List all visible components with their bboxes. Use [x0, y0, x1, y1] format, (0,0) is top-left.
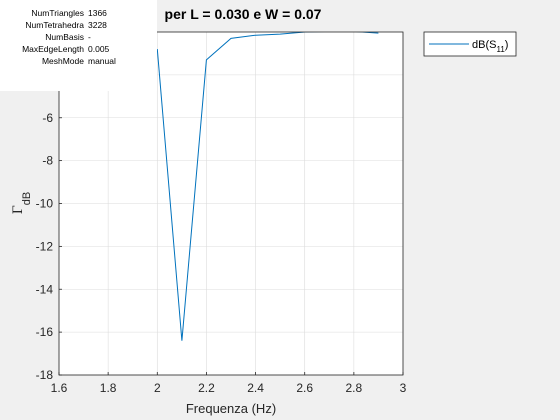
x-tick-label: 1.8: [100, 381, 117, 395]
mesh-info-row: NumTetrahedra 3228: [0, 19, 157, 31]
svg-text:ΓdB: ΓdB: [11, 192, 33, 215]
mesh-info-key: NumTetrahedra: [25, 20, 84, 30]
y-axis-label-main: Γ: [11, 205, 26, 214]
y-tick-label: -16: [36, 325, 54, 339]
x-tick-label: 2: [154, 381, 161, 395]
mesh-info-key: NumBasis: [45, 32, 84, 42]
mesh-info-row: MeshMode manual: [0, 55, 157, 67]
mesh-info-key: MeshMode: [41, 56, 84, 66]
x-tick-label: 2.8: [346, 381, 363, 395]
x-tick-label: 1.6: [51, 381, 68, 395]
mesh-info-value: 0.005: [88, 44, 110, 54]
mesh-info-key: NumTriangles: [31, 8, 84, 18]
axis-ticks: 1.61.822.22.42.62.83-18-16-14-12-10-8-6-…: [36, 68, 407, 395]
y-tick-label: -8: [42, 154, 53, 168]
mesh-info-value: 1366: [88, 8, 107, 18]
mesh-info-row: NumTriangles 1366: [0, 7, 157, 19]
chart-title: per L = 0.030 e W = 0.07: [165, 6, 322, 22]
series-line-s11: [156, 32, 379, 341]
mesh-info-value: -: [88, 32, 91, 42]
y-tick-label: -14: [36, 282, 54, 296]
mesh-info-row: NumBasis -: [0, 31, 157, 43]
y-axis-label: ΓdB: [11, 192, 33, 215]
mesh-info-key: MaxEdgeLength: [22, 44, 84, 54]
legend-entry-s11: dB(S11): [472, 39, 508, 54]
y-axis-label-sub: dB: [21, 192, 33, 205]
x-axis-label: Frequenza (Hz): [186, 401, 276, 416]
mesh-info-panel: NumTriangles 1366 NumTetrahedra 3228 Num…: [0, 0, 157, 91]
y-tick-label: -6: [42, 111, 53, 125]
x-tick-label: 2.2: [198, 381, 215, 395]
y-tick-label: -12: [36, 239, 54, 253]
x-tick-label: 3: [400, 381, 407, 395]
x-tick-label: 2.4: [247, 381, 264, 395]
y-tick-label: -18: [36, 368, 54, 382]
mesh-info-value: manual: [88, 56, 116, 66]
legend: dB(S11): [423, 31, 517, 57]
mesh-info-row: MaxEdgeLength 0.005: [0, 43, 157, 55]
mesh-info-value: 3228: [88, 20, 107, 30]
x-tick-label: 2.6: [296, 381, 313, 395]
y-tick-label: -10: [36, 197, 54, 211]
